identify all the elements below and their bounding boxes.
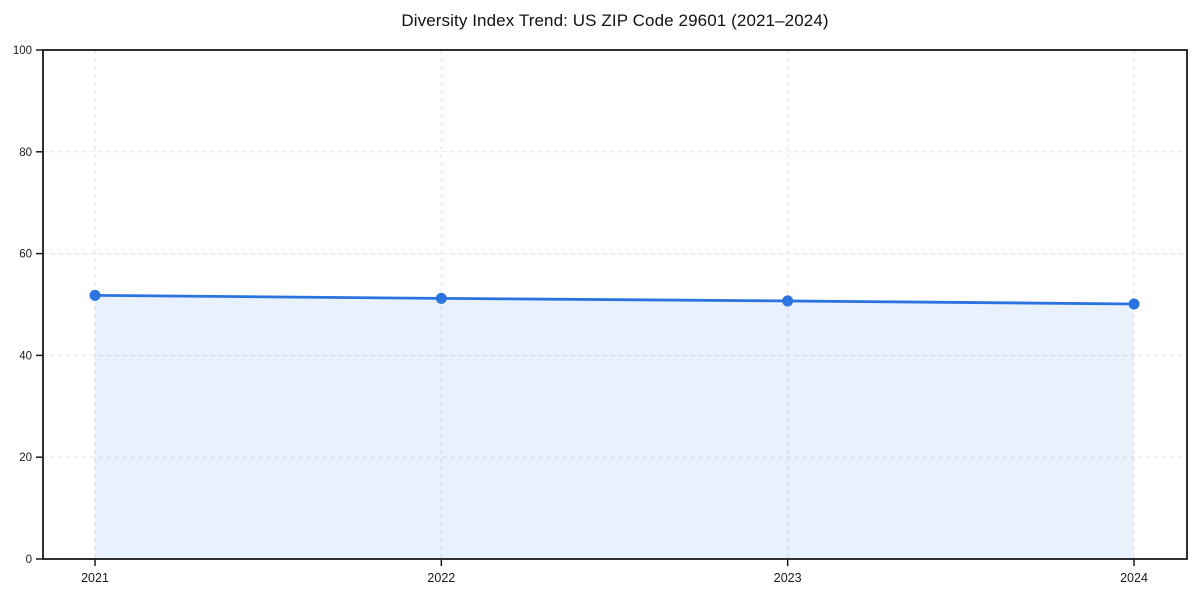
data-point [1128,298,1140,310]
y-tick-label: 60 [19,249,32,261]
axis-frame [42,49,1188,560]
trend-line [93,293,1136,306]
x-tick-label: 2022 [427,571,455,585]
y-tick-label: 40 [19,350,32,362]
y-tick-label: 0 [26,554,32,566]
y-tick-label: 80 [19,147,32,159]
x-tick-label: 2023 [774,571,802,585]
chart-title: Diversity Index Trend: US ZIP Code 29601… [401,11,829,30]
y-tick-label: 100 [13,45,32,57]
area-fill [95,295,1134,559]
x-tick-label: 2021 [81,571,109,585]
x-tick-label: 2024 [1120,571,1148,585]
data-point [89,289,101,301]
y-tick-label: 20 [19,452,32,464]
data-point [435,292,447,304]
data-point [782,295,794,307]
